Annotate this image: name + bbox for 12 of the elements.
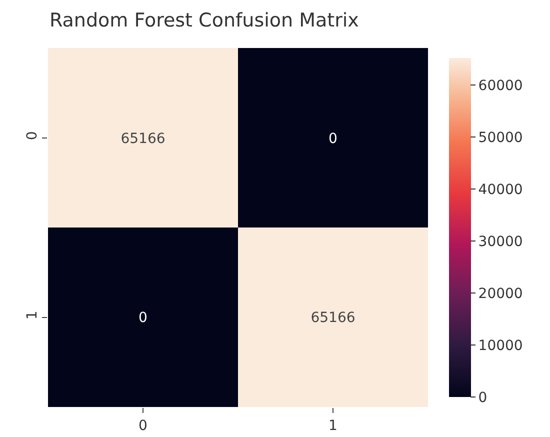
color-bar-label: 10000	[478, 338, 523, 354]
chart-title: Random Forest Confusion Matrix	[50, 9, 359, 32]
color-bar-label: 20000	[478, 286, 523, 302]
color-bar-label: 50000	[478, 130, 523, 146]
color-bar-label: 30000	[478, 234, 523, 250]
color-bar-label: 60000	[478, 78, 523, 94]
color-bar-label: 0	[478, 390, 488, 406]
data-label: 0	[328, 130, 338, 147]
color-bar-label: 40000	[478, 182, 523, 198]
data-label: 0	[138, 310, 148, 326]
data-label: 65166	[120, 130, 166, 147]
data-label: 65166	[310, 310, 356, 326]
